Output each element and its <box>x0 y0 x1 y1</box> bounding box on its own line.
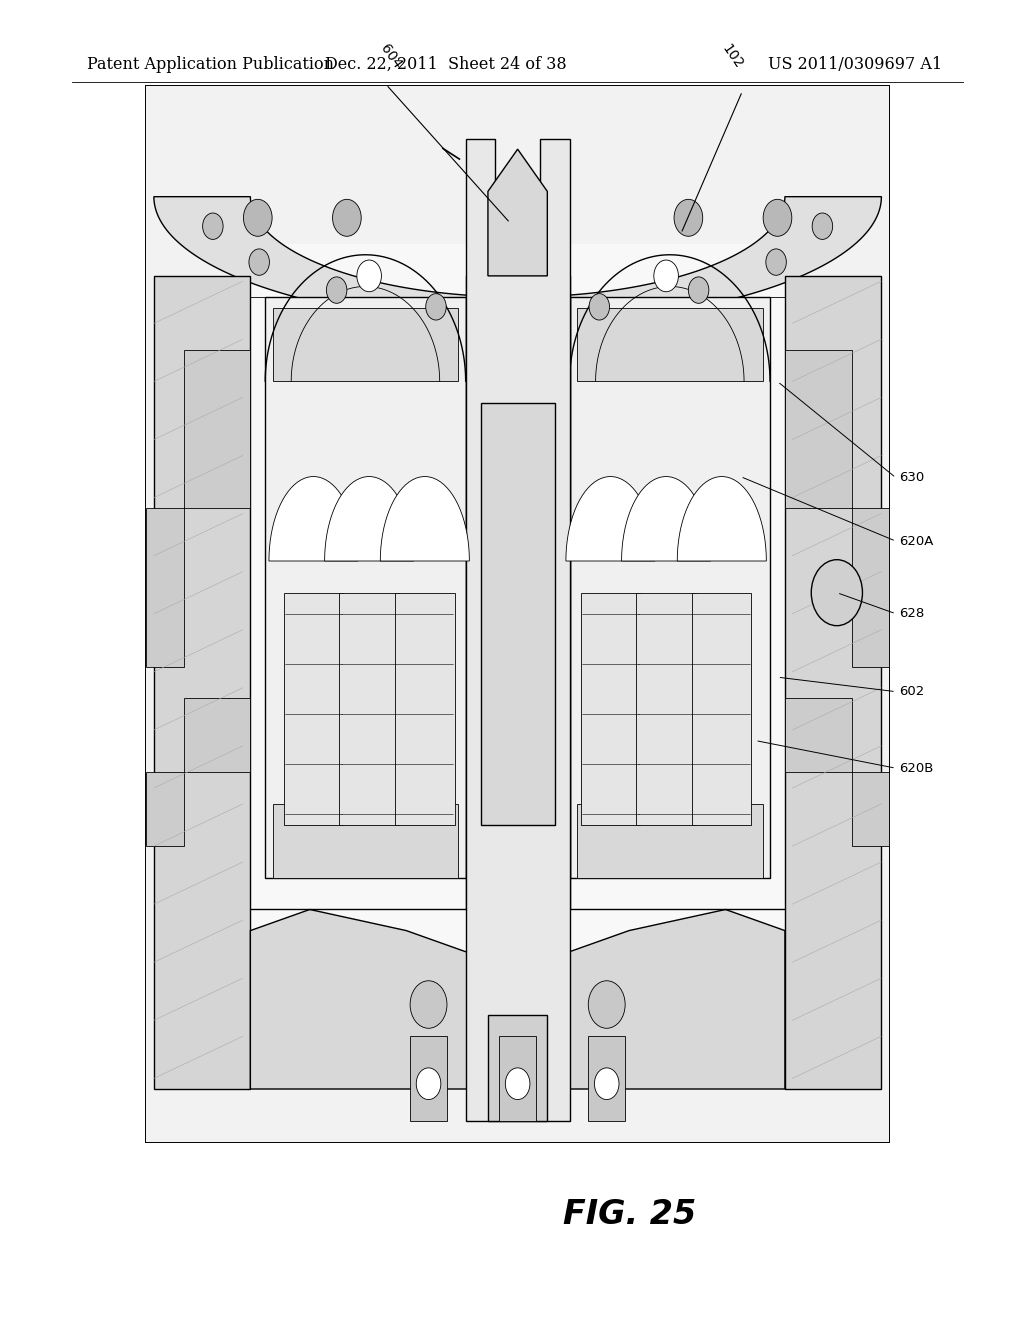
Circle shape <box>327 277 347 304</box>
Circle shape <box>249 249 269 276</box>
Text: 620B: 620B <box>899 762 934 775</box>
Polygon shape <box>410 1036 447 1121</box>
Circle shape <box>416 1068 440 1100</box>
Polygon shape <box>488 149 547 276</box>
Polygon shape <box>154 197 882 323</box>
Text: Dec. 22, 2011  Sheet 24 of 38: Dec. 22, 2011 Sheet 24 of 38 <box>325 57 566 73</box>
Circle shape <box>594 1068 618 1100</box>
Polygon shape <box>154 276 250 1089</box>
Text: 620A: 620A <box>899 535 934 548</box>
Circle shape <box>588 981 625 1028</box>
Polygon shape <box>692 593 752 825</box>
Polygon shape <box>284 593 343 825</box>
Text: 604: 604 <box>378 42 404 71</box>
Circle shape <box>505 1068 530 1100</box>
Polygon shape <box>466 139 569 1121</box>
Polygon shape <box>569 297 770 878</box>
Polygon shape <box>480 403 555 825</box>
Polygon shape <box>588 1036 626 1121</box>
Circle shape <box>766 249 786 276</box>
Polygon shape <box>578 308 763 381</box>
Polygon shape <box>340 593 398 825</box>
Polygon shape <box>146 698 250 846</box>
Text: 630: 630 <box>899 471 925 484</box>
Circle shape <box>763 199 792 236</box>
Circle shape <box>356 260 381 292</box>
Circle shape <box>333 199 361 236</box>
Circle shape <box>426 293 446 319</box>
Circle shape <box>244 199 272 236</box>
Circle shape <box>653 260 678 292</box>
Polygon shape <box>325 477 414 561</box>
Polygon shape <box>622 477 711 561</box>
Polygon shape <box>265 297 466 878</box>
Polygon shape <box>250 909 784 1089</box>
Polygon shape <box>272 308 459 381</box>
Polygon shape <box>395 593 455 825</box>
Text: Patent Application Publication: Patent Application Publication <box>87 57 334 73</box>
Text: FIG. 25: FIG. 25 <box>563 1199 696 1230</box>
Polygon shape <box>677 477 766 561</box>
Polygon shape <box>581 593 640 825</box>
Polygon shape <box>636 593 696 825</box>
Polygon shape <box>250 244 784 1089</box>
Circle shape <box>503 199 532 236</box>
Polygon shape <box>566 477 655 561</box>
Text: 102: 102 <box>719 42 745 71</box>
Text: 602: 602 <box>899 685 925 698</box>
Text: US 2011/0309697 A1: US 2011/0309697 A1 <box>768 57 942 73</box>
Polygon shape <box>784 350 889 667</box>
Bar <box>146 86 889 1142</box>
Circle shape <box>589 293 609 319</box>
Polygon shape <box>272 804 459 878</box>
Polygon shape <box>269 477 358 561</box>
Circle shape <box>203 213 223 239</box>
Circle shape <box>811 560 862 626</box>
Polygon shape <box>380 477 469 561</box>
Circle shape <box>410 981 446 1028</box>
Polygon shape <box>488 1015 547 1121</box>
Polygon shape <box>784 276 882 1089</box>
Circle shape <box>812 213 833 239</box>
Text: 628: 628 <box>899 607 925 620</box>
Polygon shape <box>784 698 889 846</box>
Polygon shape <box>146 350 250 667</box>
Circle shape <box>674 199 702 236</box>
Polygon shape <box>499 1036 537 1121</box>
Bar <box>146 86 889 1142</box>
Circle shape <box>688 277 709 304</box>
Polygon shape <box>578 804 763 878</box>
